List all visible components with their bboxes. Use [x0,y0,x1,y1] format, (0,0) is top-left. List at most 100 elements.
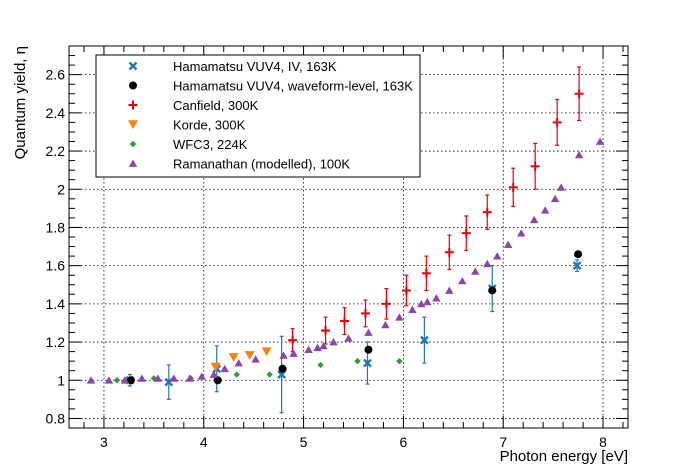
marker-shape [266,371,273,378]
data-point [444,247,454,257]
series-2 [126,250,583,385]
marker-shape [128,120,138,129]
marker-shape [278,364,287,373]
marker-shape [483,259,492,268]
marker-shape [210,362,221,372]
series-3 [288,66,584,353]
marker-shape [228,353,239,362]
marker-shape [445,286,454,294]
legend-marker [128,61,138,71]
data-point [220,364,229,373]
legend-label: Canfield, 300K [173,98,259,113]
marker-shape [432,294,441,302]
data-point [313,343,322,352]
marker-shape [289,349,298,357]
y-tick-label: 1 [57,372,65,388]
data-series [86,66,605,414]
x-tick-label: 3 [100,434,108,450]
data-point [261,347,272,357]
y-tick-label: 2 [57,181,65,197]
data-point [233,371,240,378]
data-point [396,357,403,365]
data-point [197,372,206,380]
marker-shape [313,343,322,352]
legend-label: Ramanathan (modelled), 100K [173,157,350,172]
marker-shape [169,374,179,382]
marker-shape [417,299,426,308]
x-tick-label: 7 [499,434,507,450]
marker-shape [329,338,338,346]
marker-shape [550,194,560,203]
data-point [423,297,432,306]
data-point [574,89,584,99]
marker-shape [364,328,373,336]
marker-shape [408,305,417,313]
y-tick-label: 0.8 [46,410,66,426]
data-point [381,320,390,329]
data-point [289,349,298,357]
data-point [329,338,338,346]
data-point [126,376,135,385]
marker-shape [458,276,467,285]
marker-shape [540,206,550,214]
y-tick-label: 1.8 [46,219,66,235]
marker-shape [364,345,373,354]
data-point [574,250,583,259]
data-point [395,313,404,321]
data-point [471,267,480,275]
data-point [550,194,560,203]
x-tick-label: 6 [400,434,408,450]
y-axis-label: Quantum yield, η [12,46,29,159]
data-point [234,359,243,367]
data-point [572,261,582,270]
marker-shape [396,357,403,365]
data-point [360,308,370,318]
marker-shape [209,370,218,378]
data-point [364,345,373,354]
axis-ticks: 3 4 5 6 7 8 0.8 1 1.2 1.4 1.6 1.8 2 2.2 2.4 2.6 [46,45,628,450]
legend-label: WFC3, 224K [173,137,248,152]
data-point [504,240,513,248]
marker-stroke [572,261,582,270]
legend-label: Hamamatsu VUV4, waveform-level, 163K [173,79,413,94]
data-point [279,351,288,359]
data-point [417,299,426,308]
marker-stroke [363,358,372,368]
data-point [317,361,324,369]
data-point [488,286,497,295]
marker-shape [185,374,194,382]
data-point [516,229,526,237]
data-point [278,364,287,373]
marker-shape [471,267,480,275]
legend-marker [129,81,137,90]
legend-marker [128,120,138,129]
y-tick-label: 2.2 [46,143,66,159]
data-point [408,305,417,313]
x-tick-label: 5 [300,434,308,450]
marker-shape [529,215,539,224]
series-1 [125,259,582,414]
data-point [381,299,391,309]
marker-shape [213,376,222,385]
marker-shape [279,351,288,359]
data-point [153,374,163,382]
marker-shape [319,341,328,350]
marker-shape [354,357,361,365]
marker-shape [137,374,147,382]
marker-shape [251,355,260,363]
data-point [508,182,518,192]
marker-shape [120,376,130,384]
marker-shape [104,376,114,384]
data-point [169,374,179,382]
x-tick-label: 4 [200,434,208,450]
data-point [244,351,255,360]
data-point [344,334,353,342]
legend-marker [128,159,138,167]
data-point [483,259,492,268]
marker-stroke [128,61,138,71]
series-4 [210,347,272,372]
marker-shape [261,347,272,357]
marker-shape [220,364,229,373]
marker-shape [574,150,584,159]
